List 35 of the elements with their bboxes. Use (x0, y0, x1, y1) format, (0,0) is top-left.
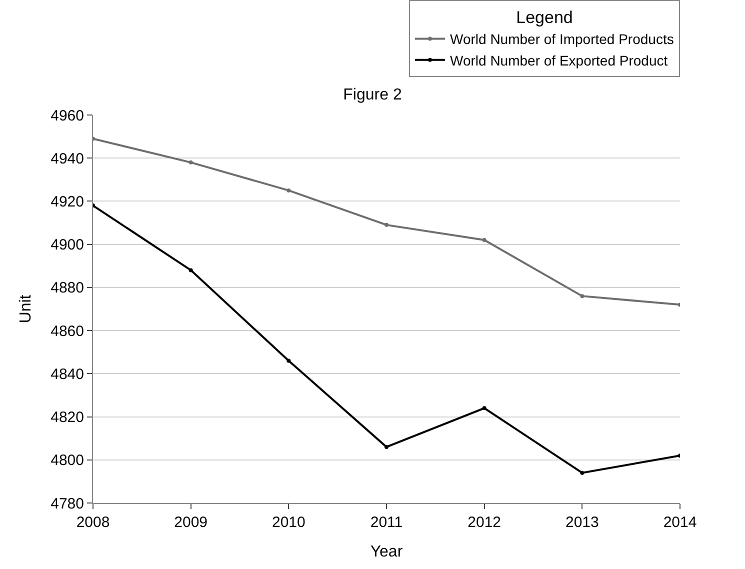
legend-label: World Number of Exported Product (450, 52, 668, 68)
y-tick-label: 4940 (50, 150, 84, 168)
point (286, 188, 291, 192)
chart-title: Figure 2 (343, 86, 402, 104)
x-tick-label: 2011 (370, 514, 403, 531)
y-axis-title: Unit (18, 294, 35, 324)
point (580, 294, 584, 298)
y-tick-label: 4880 (50, 280, 84, 297)
legend-title: Legend (516, 8, 573, 28)
x-tick-label: 2012 (468, 514, 502, 531)
y-tick-label: 4800 (50, 452, 84, 470)
point (188, 268, 193, 272)
x-tick-label: 2013 (565, 514, 599, 531)
y-tick-label: 4820 (50, 409, 84, 426)
line-series (93, 204, 680, 475)
y-tick-label: 4900 (50, 236, 84, 254)
point (580, 470, 584, 475)
x-axis-title: Year (370, 544, 404, 561)
y-tick-label: 4860 (50, 322, 84, 340)
x-tick-label: 2008 (76, 514, 110, 531)
x-tick-label: 2014 (663, 514, 697, 531)
y-tick-label: 4920 (50, 193, 84, 210)
point (188, 160, 193, 164)
legend-label: World Number of Imported Products (450, 31, 674, 48)
point (482, 238, 486, 242)
line-series (93, 136, 680, 307)
point (384, 444, 388, 449)
y-tick-label: 4780 (50, 495, 84, 512)
x-tick-label: 2010 (272, 514, 306, 531)
y-tick-label: 4960 (50, 107, 84, 124)
point (384, 222, 388, 227)
y-tick-label: 4840 (50, 366, 84, 383)
point (286, 358, 291, 363)
x-tick-label: 2009 (174, 514, 208, 531)
point (482, 406, 486, 410)
